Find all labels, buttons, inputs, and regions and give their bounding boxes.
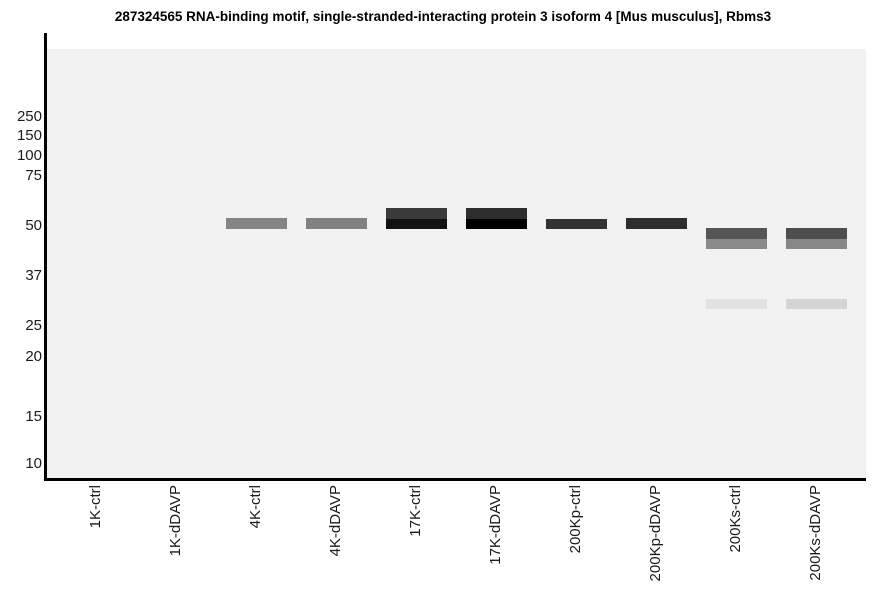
y-axis-line — [44, 33, 47, 481]
lane-label: 1K-ctrl — [87, 485, 104, 529]
lane-label: 200Ks-dDAVP — [807, 485, 824, 581]
band — [626, 218, 687, 229]
lane-label: 4K-ctrl — [247, 485, 264, 529]
figure-title: 287324565 RNA-binding motif, single-stra… — [114, 9, 772, 24]
band — [706, 228, 767, 239]
mw-marker-label: 37 — [25, 267, 42, 284]
band — [306, 218, 367, 229]
band — [386, 219, 447, 229]
band — [706, 299, 767, 309]
gel-plot-area — [47, 49, 866, 478]
band — [706, 239, 767, 249]
mw-marker-label: 75 — [25, 167, 42, 184]
band — [466, 208, 527, 219]
mw-marker-label: 15 — [25, 408, 42, 425]
band — [786, 239, 847, 249]
band — [786, 228, 847, 239]
band — [786, 299, 847, 309]
lane-label: 200Ks-ctrl — [727, 485, 744, 553]
lane-label: 4K-dDAVP — [327, 485, 344, 557]
mw-marker-label: 50 — [25, 217, 42, 234]
lane-label: 17K-ctrl — [407, 485, 424, 537]
band — [466, 219, 527, 229]
mw-marker-label: 250 — [16, 108, 42, 125]
band — [226, 218, 287, 229]
lane-label: 1K-dDAVP — [167, 485, 184, 557]
mw-marker-label: 100 — [16, 147, 42, 164]
lane-label: 200Kp-dDAVP — [647, 485, 664, 582]
x-axis-line — [44, 478, 866, 481]
mw-marker-label: 10 — [25, 455, 42, 472]
mw-marker-label: 20 — [25, 348, 42, 365]
band — [386, 208, 447, 219]
mw-marker-label: 150 — [16, 127, 42, 144]
band — [546, 219, 607, 229]
mw-marker-label: 25 — [25, 317, 42, 334]
lane-label: 17K-dDAVP — [487, 485, 504, 565]
lane-label: 200Kp-ctrl — [567, 485, 584, 554]
